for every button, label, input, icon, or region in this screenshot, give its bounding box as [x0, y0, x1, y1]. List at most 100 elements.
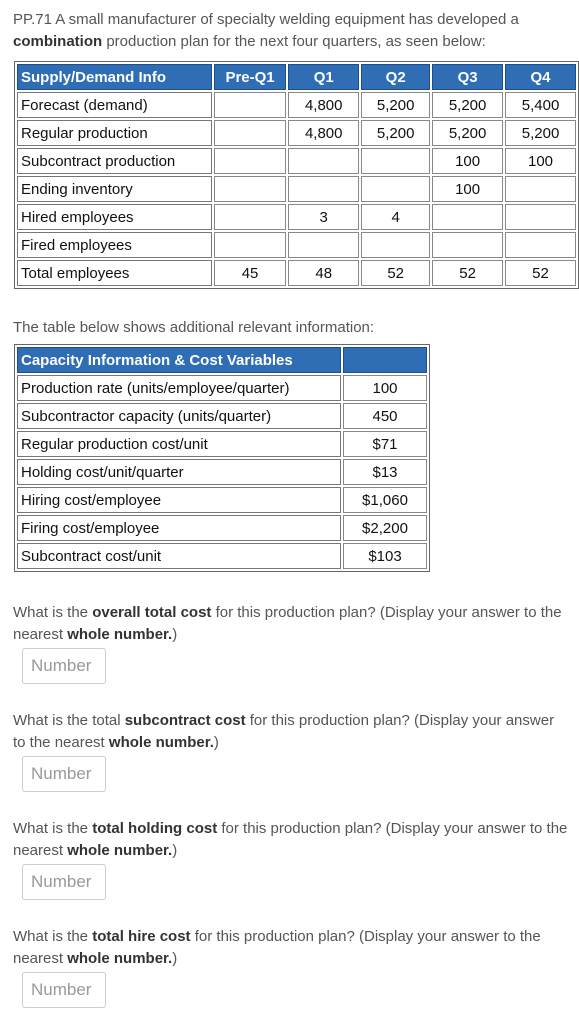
row-label: Holding cost/unit/quarter	[17, 459, 341, 485]
row: Firing cost/employee $2,200	[17, 515, 427, 541]
cell: 45	[213, 260, 287, 286]
cell: 5,200	[361, 92, 431, 118]
header-cell: Q2	[361, 64, 431, 90]
row: Fired employees	[17, 232, 576, 258]
cell	[432, 232, 504, 258]
cell: 100	[505, 148, 576, 174]
row-label: Fired employees	[17, 232, 212, 258]
cell: 4,800	[288, 120, 360, 146]
text: )	[213, 734, 219, 751]
cell	[213, 120, 287, 146]
cell	[288, 148, 360, 174]
cell	[505, 204, 576, 230]
answer-input[interactable]	[22, 648, 106, 684]
row: Ending inventory 100	[17, 176, 576, 202]
cell	[288, 176, 360, 202]
cell: $2,200	[343, 515, 427, 541]
header-cell: Q1	[288, 64, 360, 90]
cell: $1,060	[343, 487, 427, 513]
text: for this production plan? (Display your …	[13, 928, 541, 967]
cell: 100	[432, 148, 504, 174]
bold-text: whole number.	[67, 950, 173, 967]
text: What is the	[13, 820, 93, 837]
text: for this production plan? (Display your …	[13, 820, 568, 859]
row: Subcontract cost/unit $103	[17, 543, 427, 569]
plan-table: Supply/Demand Info Pre-Q1 Q1 Q2 Q3 Q4 Forecast…	[14, 61, 579, 289]
header-cell: Q3	[432, 64, 504, 90]
cell	[361, 176, 431, 202]
middle-text: The table below shows additional relevan…	[13, 319, 375, 336]
answer-input[interactable]	[22, 864, 106, 900]
header-cell: Capacity Information & Cost Variables	[17, 347, 341, 373]
text: What is the total	[13, 712, 125, 729]
text: for this production plan? (Display your …	[13, 712, 555, 751]
answer-input[interactable]	[22, 972, 106, 1008]
row-label: Regular production cost/unit	[17, 431, 341, 457]
cell	[432, 204, 504, 230]
bold-text: overall total cost	[92, 604, 212, 621]
cell	[505, 176, 576, 202]
cell: 100	[432, 176, 504, 202]
question: What is the total holding cost for this …	[13, 818, 568, 862]
cell	[213, 232, 287, 258]
header-cell	[343, 347, 427, 373]
cell	[505, 232, 576, 258]
cell	[213, 176, 287, 202]
row-label: Production rate (units/employee/quarter)	[17, 375, 341, 401]
text: PP.71 A small manufacturer of specialty …	[13, 11, 519, 28]
cell: 5,200	[505, 120, 576, 146]
cell: 48	[288, 260, 360, 286]
question: What is the total hire cost for this pro…	[13, 926, 568, 970]
row-label: Subcontract production	[17, 148, 212, 174]
text: What is the	[13, 604, 93, 621]
text: )	[172, 842, 178, 859]
row: Subcontract production 100 100	[17, 148, 576, 174]
row: Holding cost/unit/quarter $13	[17, 459, 427, 485]
cell	[213, 148, 287, 174]
row: Regular production cost/unit $71	[17, 431, 427, 457]
cell: 52	[361, 260, 431, 286]
header-row: Supply/Demand Info Pre-Q1 Q1 Q2 Q3 Q4	[17, 64, 576, 90]
row-label: Subcontract cost/unit	[17, 543, 341, 569]
bold-text: combination	[13, 33, 103, 50]
question: What is the overall total cost for this …	[13, 602, 568, 646]
row: Hired employees 3 4	[17, 204, 576, 230]
cell: 5,200	[361, 120, 431, 146]
text: )	[172, 950, 178, 967]
cell: $103	[343, 543, 427, 569]
bold-text: whole number.	[67, 626, 173, 643]
row: Production rate (units/employee/quarter)…	[17, 375, 427, 401]
row-label: Subcontractor capacity (units/quarter)	[17, 403, 341, 429]
row-label: Firing cost/employee	[17, 515, 341, 541]
row-label: Hired employees	[17, 204, 212, 230]
bold-text: total holding cost	[92, 820, 218, 837]
text: )	[172, 626, 178, 643]
cell: $71	[343, 431, 427, 457]
cell: 52	[505, 260, 576, 286]
row-label: Ending inventory	[17, 176, 212, 202]
cell: 450	[343, 403, 427, 429]
intro: PP.71 A small manufacturer of specialty …	[13, 9, 573, 53]
text: for this production plan? (Display your …	[13, 604, 562, 643]
cost-table: Capacity Information & Cost Variables Pro…	[14, 344, 430, 572]
question: What is the total subcontract cost for t…	[13, 710, 568, 754]
row: Hiring cost/employee $1,060	[17, 487, 427, 513]
cell: 100	[343, 375, 427, 401]
cell: 5,400	[505, 92, 576, 118]
answer-input[interactable]	[22, 756, 106, 792]
cell: 5,200	[432, 120, 504, 146]
header-cell: Q4	[505, 64, 576, 90]
row-label: Hiring cost/employee	[17, 487, 341, 513]
row: Total employees 45 48 52 52 52	[17, 260, 576, 286]
cell: 3	[288, 204, 360, 230]
cell: $13	[343, 459, 427, 485]
row-label: Forecast (demand)	[17, 92, 212, 118]
row-label: Regular production	[17, 120, 212, 146]
bold-text: total hire cost	[92, 928, 191, 945]
cell	[361, 232, 431, 258]
header-cell: Pre-Q1	[213, 64, 287, 90]
cell: 4	[361, 204, 431, 230]
bold-text: whole number.	[108, 734, 214, 751]
cell	[288, 232, 360, 258]
row: Regular production 4,800 5,200 5,200 5,200	[17, 120, 576, 146]
